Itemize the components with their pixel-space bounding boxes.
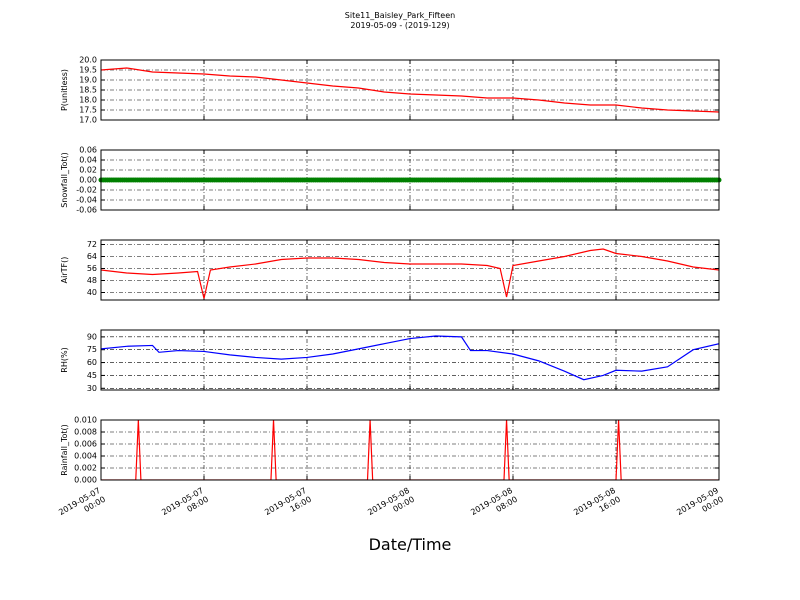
- line-series: [101, 420, 719, 480]
- y-tick-label: -0.04: [76, 196, 97, 205]
- plot-frame: [100, 149, 720, 211]
- y-tick-label: 72: [87, 240, 97, 249]
- chart-subtitle: 2019-05-09 - (2019-129): [350, 21, 449, 30]
- y-tick-label: 0.04: [79, 156, 97, 165]
- line-series: [101, 335, 719, 381]
- y-tick-label: -0.02: [76, 186, 97, 195]
- y-tick-label: 0.002: [74, 464, 97, 473]
- y-tick-label: 0.00: [79, 176, 97, 185]
- line-series: [101, 67, 719, 113]
- y-tick-label: 0.000: [74, 476, 97, 485]
- plot-frame: [100, 59, 720, 121]
- y-tick-label: 17.5: [79, 106, 97, 115]
- y-tick-label: 56: [87, 264, 97, 273]
- y-axis-label: AirTF(): [60, 257, 69, 284]
- y-tick-label: 40: [87, 288, 97, 297]
- y-tick-label: 90: [87, 332, 97, 341]
- y-tick-label: 0.006: [74, 440, 97, 449]
- y-tick-label: 75: [87, 345, 97, 354]
- plot-frame: [100, 329, 720, 391]
- plot-frame: [100, 239, 720, 301]
- y-tick-label: 20.0: [79, 56, 97, 65]
- y-axis-label: Snowfall_Tot(): [60, 152, 69, 208]
- y-tick-label: 48: [87, 276, 97, 285]
- x-axis-label: Date/Time: [369, 535, 452, 554]
- line-series: [101, 248, 719, 299]
- y-tick-label: 0.06: [79, 146, 97, 155]
- y-tick-label: 18.5: [79, 86, 97, 95]
- y-tick-label: 18.0: [79, 96, 97, 105]
- y-tick-label: 64: [87, 252, 97, 261]
- y-tick-label: 0.008: [74, 428, 97, 437]
- plot-frame: [100, 419, 720, 481]
- y-axis-label: P(unitless): [60, 69, 69, 111]
- y-tick-label: 0.004: [74, 452, 97, 461]
- y-tick-label: 0.02: [79, 166, 97, 175]
- y-tick-label: 17.0: [79, 116, 97, 125]
- y-axis-label: RH(%): [60, 347, 69, 372]
- y-tick-label: 19.0: [79, 76, 97, 85]
- y-axis-label: Rainfall_Tot(): [60, 424, 69, 476]
- y-tick-label: 19.5: [79, 66, 97, 75]
- y-tick-label: 45: [87, 371, 97, 380]
- y-tick-label: -0.06: [76, 206, 97, 215]
- y-tick-label: 0.010: [74, 416, 97, 425]
- y-tick-label: 60: [87, 358, 97, 367]
- y-tick-label: 30: [87, 384, 97, 393]
- chart-title: Site11_Baisley_Park_Fifteen: [345, 11, 455, 20]
